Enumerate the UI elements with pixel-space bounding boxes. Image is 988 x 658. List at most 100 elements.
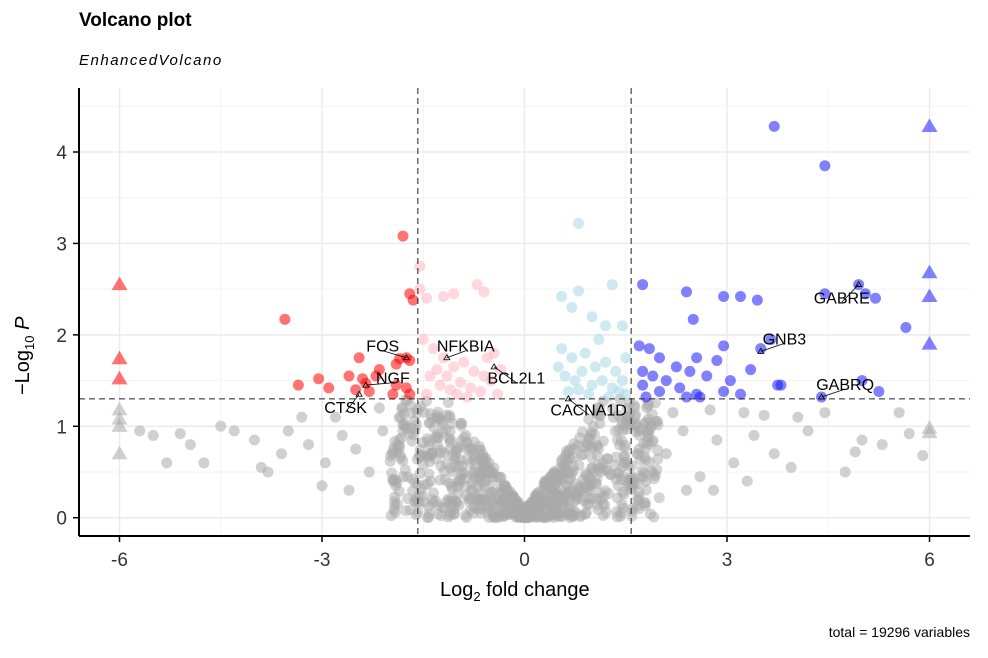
point-ns (282, 425, 294, 437)
point-up_p (573, 285, 584, 297)
point-ns (583, 433, 595, 445)
point-ns (594, 487, 606, 499)
point-up_both (691, 352, 703, 364)
point-ns (330, 411, 341, 423)
point-up_both (745, 364, 757, 376)
label-marker (402, 353, 411, 361)
triangle-down_both (111, 350, 128, 365)
point-ns (598, 457, 610, 469)
point-ns (608, 459, 620, 471)
point-ns (228, 425, 240, 437)
point-ns (704, 404, 716, 416)
point-up_both (819, 160, 831, 172)
point-up_p (600, 356, 611, 368)
label-connector (493, 366, 517, 384)
point-ns (574, 511, 586, 523)
point-ns (442, 397, 454, 409)
x-tick-label: 6 (924, 550, 935, 571)
x-tick-label: -6 (111, 550, 128, 571)
point-up_p (576, 365, 588, 377)
point-ns (316, 480, 328, 492)
point-up_p (606, 279, 618, 291)
point-up_both (637, 365, 649, 377)
label-marker (757, 347, 765, 354)
point-ns (438, 465, 450, 477)
label-marker (355, 390, 363, 397)
point-ns (437, 418, 449, 430)
point-up_both (681, 391, 692, 403)
point-ns (497, 510, 509, 522)
point-up_p (556, 290, 568, 302)
point-down_both (404, 388, 416, 400)
point-ns (856, 434, 868, 446)
point-up_both (768, 120, 780, 132)
point-down_p (441, 370, 453, 382)
y-axis-label-sub: 10 (22, 335, 37, 350)
point-ns (483, 501, 495, 513)
point-ns (431, 410, 443, 422)
point-ns (276, 448, 287, 460)
point-ns (198, 457, 210, 469)
point-down_both (323, 382, 335, 394)
triangle-ns (111, 418, 128, 432)
point-up_both (654, 352, 665, 364)
point-ns (628, 399, 640, 411)
x-tick-label: 0 (519, 550, 530, 571)
point-down_p (481, 352, 493, 364)
point-up_p (566, 352, 578, 364)
point-ns (641, 402, 653, 414)
point-up_p (616, 320, 628, 332)
point-ns (652, 444, 664, 456)
point-ns (455, 468, 467, 480)
point-ns (839, 466, 851, 478)
point-ns (477, 449, 489, 461)
point-down_p (471, 279, 483, 291)
point-up_both (873, 386, 885, 398)
point-down_p (454, 376, 466, 388)
point-down_p (414, 260, 426, 272)
point-ns (618, 457, 630, 469)
point-ns (303, 439, 314, 451)
point-ns (605, 469, 617, 481)
point-ns (876, 439, 888, 451)
point-ns (660, 448, 672, 460)
point-ns (650, 416, 662, 428)
label-marker (564, 395, 573, 402)
triangle-up_both (921, 336, 938, 350)
triangle-up_both (921, 288, 938, 303)
chart-subtitle: EnhancedVolcano (79, 52, 223, 69)
point-ns (430, 495, 442, 507)
point-up_p (559, 370, 571, 382)
point-ns (630, 419, 642, 431)
point-up_both (633, 340, 645, 352)
point-ns (849, 446, 861, 458)
point-ns (343, 484, 355, 496)
point-ns (425, 475, 437, 487)
point-ns (711, 434, 723, 446)
point-down_p (461, 391, 473, 403)
point-up_p (573, 217, 584, 229)
point-ns (363, 466, 375, 478)
point-down_both (407, 294, 419, 306)
point-ns (255, 461, 267, 473)
point-ns (639, 500, 651, 512)
point-ns (741, 475, 753, 487)
point-ns (591, 499, 603, 511)
point-up_p (552, 361, 564, 373)
ns-cloud (384, 393, 665, 524)
gene-label: BCL2L1 (487, 371, 545, 388)
point-ns (530, 502, 542, 514)
point-ns (593, 402, 605, 414)
point-up_p (583, 388, 595, 400)
point-ns (400, 505, 412, 517)
point-ns (903, 428, 915, 440)
point-up_both (735, 388, 746, 400)
point-up_p (562, 386, 574, 398)
gene-label: NFKBIA (437, 339, 495, 356)
point-down_p (468, 365, 480, 377)
point-up_both (711, 354, 723, 366)
point-ns (583, 498, 595, 510)
point-ns (629, 477, 641, 489)
y-axis-label-post: P (12, 316, 34, 336)
point-down_p (485, 375, 497, 387)
